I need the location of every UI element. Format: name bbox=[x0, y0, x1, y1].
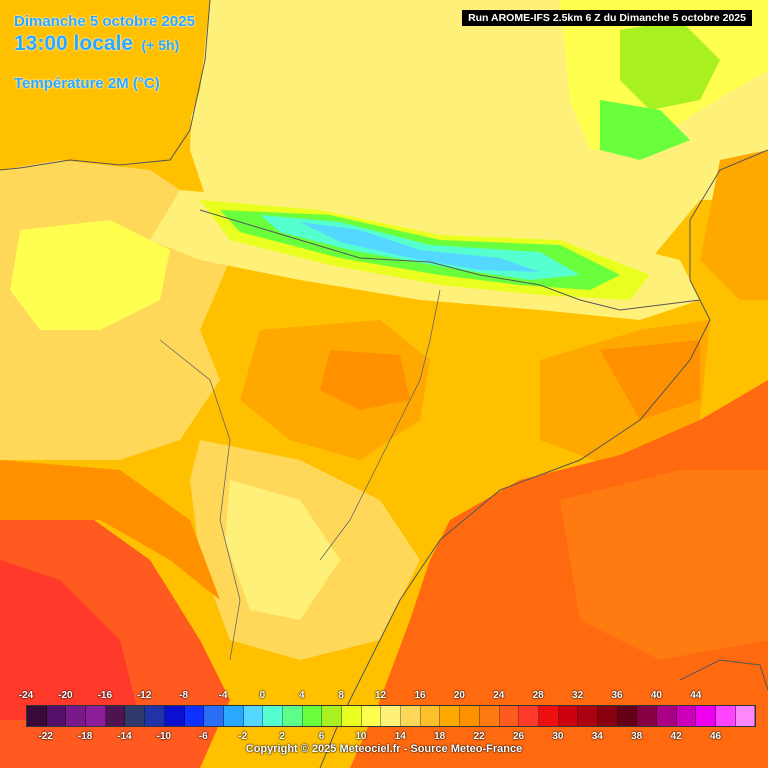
legend-tick-label: 10 bbox=[355, 731, 367, 742]
legend-tick-label: 0 bbox=[259, 690, 266, 701]
legend-tick-label: 34 bbox=[591, 731, 603, 742]
legend-tick-label: 18 bbox=[434, 731, 446, 742]
legend-swatch bbox=[401, 706, 421, 726]
legend-tick-label: 2 bbox=[279, 731, 285, 742]
forecast-time: 13:00 locale bbox=[14, 32, 134, 55]
legend-tick-label: -18 bbox=[77, 731, 93, 742]
legend-swatch bbox=[716, 706, 736, 726]
legend-tick-label: -16 bbox=[97, 690, 113, 701]
legend-swatch bbox=[223, 706, 244, 726]
legend-tick-label: 16 bbox=[414, 690, 426, 701]
legend-swatch bbox=[735, 706, 756, 726]
legend-tick-label: -6 bbox=[198, 731, 208, 742]
legend-tick-label: -2 bbox=[238, 731, 248, 742]
legend-tick-label: 28 bbox=[532, 690, 544, 701]
legend-swatch bbox=[184, 706, 205, 726]
forecast-offset: (+ 5h) bbox=[141, 37, 180, 53]
legend-tick-label: 8 bbox=[338, 690, 344, 701]
legend-swatch bbox=[145, 706, 165, 726]
legend-swatch bbox=[617, 706, 638, 726]
legend-swatch bbox=[302, 706, 323, 726]
legend-tick-label: 26 bbox=[512, 731, 525, 742]
legend-swatch bbox=[263, 706, 283, 726]
legend-swatch bbox=[460, 706, 480, 726]
legend-tick-label: -8 bbox=[179, 690, 189, 701]
legend-tick-label: -14 bbox=[117, 731, 132, 742]
legend-swatch bbox=[342, 706, 362, 726]
legend-tick-label: -4 bbox=[218, 690, 228, 701]
legend-tick-label: 14 bbox=[394, 731, 406, 742]
legend-swatch bbox=[204, 706, 224, 726]
legend-swatch bbox=[578, 706, 598, 726]
legend-swatch bbox=[125, 706, 146, 726]
forecast-date: Dimanche 5 octobre 2025 bbox=[14, 13, 195, 30]
legend-swatch bbox=[46, 706, 67, 726]
legend-swatch bbox=[538, 706, 559, 726]
legend-tick-label: 44 bbox=[690, 690, 702, 701]
legend-swatch bbox=[105, 706, 126, 726]
legend-tick-label: -24 bbox=[18, 690, 34, 701]
legend-swatch bbox=[164, 706, 185, 726]
legend-swatch bbox=[558, 706, 579, 726]
variable-label: Température 2M (°C) bbox=[14, 75, 160, 92]
legend-tick-label: 6 bbox=[318, 731, 325, 742]
legend-swatches bbox=[26, 705, 757, 727]
legend-swatch bbox=[243, 706, 264, 726]
legend-swatch bbox=[66, 706, 87, 726]
forecast-time-row: 13:00 locale (+ 5h) bbox=[14, 32, 179, 56]
legend-swatch bbox=[657, 706, 677, 726]
legend-swatch bbox=[479, 706, 500, 726]
legend-swatch bbox=[361, 706, 382, 726]
legend-swatch bbox=[27, 706, 47, 726]
legend-tick-label: 12 bbox=[375, 690, 387, 701]
legend-swatch bbox=[499, 706, 520, 726]
legend-swatch bbox=[86, 706, 106, 726]
legend-tick-label: -10 bbox=[156, 731, 172, 742]
legend-tick-label: -12 bbox=[136, 690, 152, 701]
legend-tick-label: 36 bbox=[611, 690, 623, 701]
legend-swatch bbox=[420, 706, 441, 726]
legend-tick-label: -20 bbox=[58, 690, 73, 701]
legend-tick-label: 20 bbox=[453, 690, 465, 701]
legend-tick-label: -22 bbox=[38, 731, 53, 742]
legend-tick-label: 40 bbox=[650, 690, 662, 701]
legend-swatch bbox=[381, 706, 402, 726]
legend-swatch bbox=[519, 706, 539, 726]
legend-swatch bbox=[440, 706, 461, 726]
legend-tick-label: 4 bbox=[299, 690, 305, 701]
legend-tick-label: 24 bbox=[493, 690, 505, 701]
legend-swatch bbox=[597, 706, 618, 726]
legend-tick-label: 30 bbox=[552, 731, 564, 742]
legend-tick-label: 42 bbox=[670, 731, 682, 742]
legend-swatch bbox=[322, 706, 342, 726]
legend-tick-label: 22 bbox=[473, 731, 485, 742]
run-info-badge: Run AROME-IFS 2.5km 6 Z du Dimanche 5 oc… bbox=[462, 10, 752, 26]
legend-swatch bbox=[696, 706, 717, 726]
legend-tick-label: 38 bbox=[631, 731, 643, 742]
legend-tick-label: 46 bbox=[709, 731, 722, 742]
legend-swatch bbox=[637, 706, 657, 726]
copyright-text: Copyright © 2025 Meteociel.fr - Source M… bbox=[245, 743, 523, 755]
legend-swatch bbox=[676, 706, 697, 726]
legend-tick-label: 32 bbox=[572, 690, 584, 701]
legend-swatch bbox=[282, 706, 303, 726]
color-legend: -24 -20 -16 -12 -8 -4 0 4 8 12 16 20 24 28 32 36 40 44 -2… bbox=[16, 686, 757, 750]
